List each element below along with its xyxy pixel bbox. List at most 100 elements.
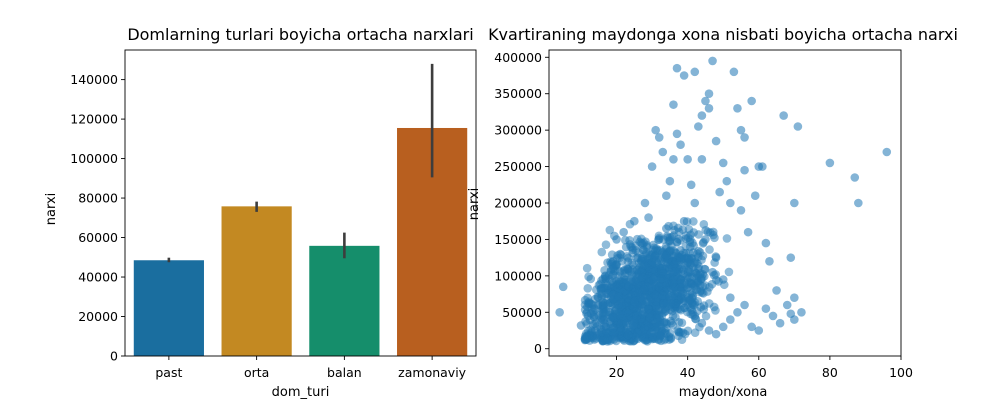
scatter-point — [690, 198, 700, 208]
scatter-point — [601, 240, 611, 249]
scatter-point — [686, 235, 695, 244]
scatter-point — [772, 286, 781, 295]
y-tick-label: 0 — [110, 349, 118, 364]
scatter-chart-panel: Kvartiraning maydonga xona nisbati boyic… — [467, 25, 958, 400]
scatter-point — [692, 285, 702, 294]
y-tick-label: 400000 — [494, 50, 542, 65]
bar-axes: past orta balan zamonaviy 0 20000 40000 60000 80… — [70, 49, 477, 380]
scatter-point — [668, 268, 677, 277]
scatter-point — [650, 290, 659, 300]
bar-past — [133, 260, 204, 356]
scatter-chart-xlabel: maydon/xona — [679, 385, 768, 400]
x-tick-label: 80 — [822, 365, 838, 380]
scatter-point — [672, 237, 682, 247]
scatter-point — [715, 187, 724, 197]
scatter-chart-title: Kvartiraning maydonga xona nisbati boyic… — [488, 25, 958, 44]
scatter-point — [793, 122, 803, 131]
scatter-point — [605, 314, 615, 324]
scatter-axes: 20 40 60 80 100 0 50000 100000 150000 200000 25000… — [494, 49, 913, 380]
scatter-point — [655, 331, 665, 341]
scatter-point — [750, 191, 760, 201]
scatter-point — [797, 307, 806, 317]
y-tick-label: 150000 — [494, 232, 542, 247]
scatter-point — [586, 274, 596, 284]
scatter-point — [710, 233, 719, 243]
scatter-point — [645, 250, 655, 260]
scatter-point — [619, 266, 629, 276]
y-tick-label: 200000 — [494, 196, 542, 211]
scatter-point — [665, 235, 675, 245]
scatter-point — [669, 154, 678, 164]
scatter-point — [683, 283, 692, 293]
scatter-point — [692, 306, 702, 316]
bar-chart-xlabel: dom_turi — [272, 385, 330, 400]
scatter-point — [609, 262, 618, 271]
scatter-point — [854, 198, 863, 208]
scatter-point — [647, 260, 656, 269]
scatter-point — [768, 311, 778, 321]
scatter-point — [674, 227, 684, 237]
scatter-point — [603, 281, 612, 290]
scatter-point — [691, 314, 701, 324]
scatter-point — [736, 205, 746, 215]
scatter-point — [630, 277, 640, 286]
scatter-point — [590, 305, 600, 314]
scatter-point — [775, 318, 785, 328]
scatter-point — [649, 243, 659, 253]
bar-chart-title: Domlarning turlari boyicha ortacha narxl… — [127, 25, 473, 44]
scatter-point — [684, 248, 694, 258]
scatter-point — [682, 217, 692, 226]
scatter-point — [740, 300, 749, 310]
scatter-point — [637, 252, 647, 262]
scatter-point — [765, 256, 774, 266]
scatter-point — [583, 284, 593, 293]
scatter-point — [628, 248, 637, 258]
scatter-point — [701, 311, 711, 321]
scatter-point — [652, 313, 662, 323]
y-tick-label: 50000 — [502, 305, 542, 320]
scatter-point — [718, 322, 728, 332]
scatter-point — [685, 295, 694, 304]
scatter-point — [624, 308, 633, 318]
scatter-point — [722, 176, 732, 186]
scatter-point — [683, 154, 692, 164]
scatter-point — [588, 320, 598, 329]
scatter-point — [684, 257, 693, 267]
scatter-point — [697, 154, 707, 164]
x-tick-label: zamonaviy — [398, 365, 466, 380]
scatter-point — [674, 317, 684, 327]
scatter-point — [605, 336, 615, 346]
scatter-point — [678, 265, 688, 275]
scatter-point — [726, 198, 735, 208]
scatter-point — [761, 304, 771, 313]
scatter-point — [640, 198, 650, 208]
scatter-point — [711, 136, 721, 146]
scatter-point — [636, 293, 645, 302]
scatter-point — [641, 237, 650, 246]
scatter-point — [711, 252, 721, 261]
scatter-point — [601, 273, 611, 283]
scatter-point — [705, 245, 714, 254]
bar-balan — [309, 245, 380, 356]
x-tick-label: orta — [244, 365, 269, 380]
scatter-point — [726, 293, 735, 303]
scatter-point — [644, 213, 653, 222]
scatter-point — [743, 227, 753, 237]
y-tick-label: 20000 — [78, 309, 118, 324]
scatter-point — [640, 260, 649, 270]
scatter-point — [675, 328, 684, 337]
scatter-point — [647, 162, 657, 171]
scatter-point — [585, 331, 594, 341]
scatter-point — [651, 301, 661, 310]
scatter-point — [582, 309, 591, 318]
scatter-point — [698, 251, 708, 261]
scatter-point — [627, 270, 637, 280]
scatter-point — [619, 227, 628, 237]
scatter-point — [589, 312, 599, 322]
scatter-point — [649, 275, 658, 284]
scatter-point — [645, 312, 654, 322]
y-tick-label: 0 — [534, 341, 542, 356]
scatter-point — [705, 283, 714, 292]
scatter-point — [597, 313, 606, 323]
